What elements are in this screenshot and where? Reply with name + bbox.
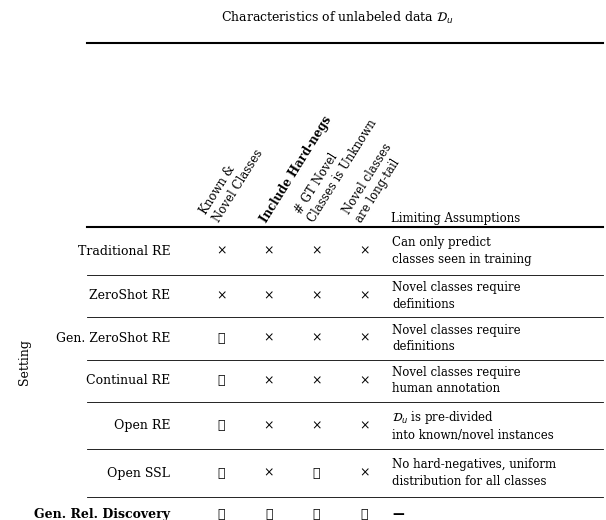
Text: ×: × (216, 244, 226, 257)
Text: Novel classes require
human annotation: Novel classes require human annotation (392, 366, 521, 396)
Text: Limiting Assumptions: Limiting Assumptions (391, 212, 521, 225)
Text: ×: × (359, 332, 370, 345)
Text: ×: × (264, 332, 274, 345)
Text: Include Hard-negs: Include Hard-negs (258, 113, 334, 225)
Text: ×: × (264, 290, 274, 303)
Text: ×: × (264, 374, 274, 387)
Text: ✓: ✓ (313, 508, 321, 520)
Text: ×: × (264, 466, 274, 479)
Text: ×: × (311, 244, 322, 257)
Text: ×: × (311, 419, 322, 432)
Text: ✓: ✓ (218, 508, 225, 520)
Text: Open RE: Open RE (114, 419, 170, 432)
Text: ×: × (359, 244, 370, 257)
Text: No hard-negatives, uniform
distribution for all classes: No hard-negatives, uniform distribution … (392, 459, 556, 488)
Text: Open SSL: Open SSL (107, 466, 170, 479)
Text: Can only predict
classes seen in training: Can only predict classes seen in trainin… (392, 236, 532, 266)
Text: ✓: ✓ (218, 332, 225, 345)
Text: ✓: ✓ (218, 374, 225, 387)
Text: ✓: ✓ (218, 466, 225, 479)
Text: Novel classes require
definitions: Novel classes require definitions (392, 323, 521, 353)
Text: Setting: Setting (18, 339, 31, 385)
Text: Characteristics of unlabeled data $\mathcal{D}_u$: Characteristics of unlabeled data $\math… (221, 10, 454, 26)
Text: —: — (392, 508, 404, 520)
Text: ×: × (359, 466, 370, 479)
Text: # GT Novel
Classes is Unknown: # GT Novel Classes is Unknown (293, 109, 379, 225)
Text: Gen. Rel. Discovery: Gen. Rel. Discovery (35, 508, 170, 520)
Text: Known &
Novel Classes: Known & Novel Classes (198, 139, 265, 225)
Text: ✓: ✓ (265, 508, 273, 520)
Text: ×: × (311, 290, 322, 303)
Text: ×: × (216, 290, 226, 303)
Text: ×: × (311, 332, 322, 345)
Text: ✓: ✓ (361, 508, 368, 520)
Text: ×: × (359, 374, 370, 387)
Text: Novel classes
are long-tail: Novel classes are long-tail (341, 141, 407, 225)
Text: ✓: ✓ (218, 419, 225, 432)
Text: Gen. ZeroShot RE: Gen. ZeroShot RE (56, 332, 170, 345)
Text: ×: × (311, 374, 322, 387)
Text: Continual RE: Continual RE (86, 374, 170, 387)
Text: ×: × (359, 290, 370, 303)
Text: ✓: ✓ (313, 466, 321, 479)
Text: Traditional RE: Traditional RE (78, 244, 170, 257)
Text: ×: × (264, 419, 274, 432)
Text: $\mathcal{D}_u$ is pre-divided
into known/novel instances: $\mathcal{D}_u$ is pre-divided into know… (392, 409, 554, 443)
Text: ZeroShot RE: ZeroShot RE (89, 290, 170, 303)
Text: ×: × (359, 419, 370, 432)
Text: Novel classes require
definitions: Novel classes require definitions (392, 281, 521, 310)
Text: ×: × (264, 244, 274, 257)
